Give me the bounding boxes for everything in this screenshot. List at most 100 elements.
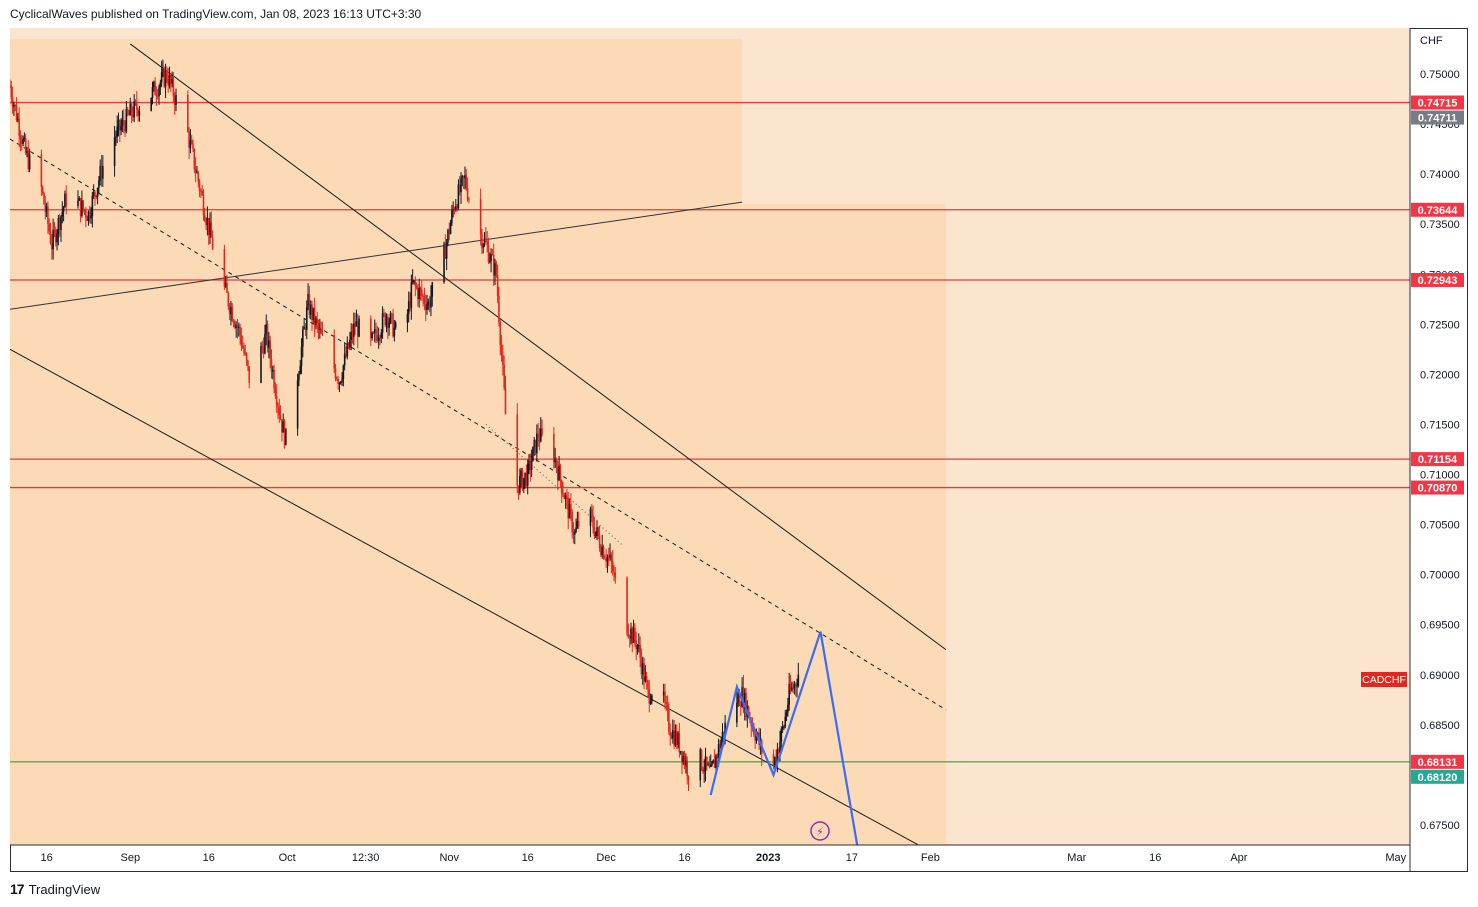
candle-body: [559, 465, 562, 481]
candle-body: [504, 387, 507, 415]
candle-body: [602, 546, 605, 559]
candle-body: [649, 701, 652, 704]
candle-body: [339, 381, 342, 383]
candle-body: [410, 282, 413, 309]
candle-body: [418, 288, 420, 299]
candle-body: [304, 326, 307, 330]
candle-body: [594, 531, 597, 537]
candle-body: [723, 731, 725, 737]
candle-body: [606, 556, 609, 562]
candle-body: [773, 757, 776, 766]
candle-body: [570, 503, 572, 512]
candle-body: [243, 347, 245, 354]
zone-layer: [10, 38, 947, 845]
candle-body: [57, 218, 60, 234]
candle-body: [563, 495, 566, 500]
candle-body: [592, 515, 594, 528]
candle-body: [443, 243, 445, 283]
candle-body: [792, 687, 794, 689]
candle-body: [779, 741, 781, 753]
candle-body: [590, 508, 593, 516]
candle-body: [383, 312, 385, 314]
candle-body: [343, 353, 346, 366]
candle-body: [449, 223, 452, 234]
candle-body: [162, 69, 164, 73]
y-tick-label: 0.74000: [1420, 169, 1460, 181]
candle-body: [490, 254, 492, 261]
candle-body: [96, 187, 99, 198]
candle-body: [427, 301, 430, 305]
candle-body: [121, 119, 124, 126]
candle-body: [201, 190, 203, 195]
svg-text:CADCHF: CADCHF: [1362, 674, 1406, 686]
x-tick-label: 16: [40, 852, 52, 864]
candle-body: [285, 428, 287, 446]
candle-body: [414, 280, 417, 286]
x-tick-label: Nov: [439, 852, 459, 864]
candle-body: [454, 206, 457, 211]
candle-body: [452, 209, 454, 211]
candle-body: [345, 353, 347, 357]
candle-body: [686, 760, 688, 776]
x-tick-label: 16: [522, 852, 534, 864]
candle-body: [240, 335, 243, 346]
projection-path: [709, 631, 859, 845]
candle-body: [371, 332, 373, 339]
candle-body: [428, 301, 431, 308]
candle-body: [274, 388, 277, 396]
candle-body: [132, 115, 134, 118]
price-tag: 0.70870: [1411, 480, 1464, 495]
candle-body: [772, 754, 775, 766]
candle-body: [560, 480, 563, 494]
candle-body: [87, 211, 90, 221]
y-tick-label: 0.70000: [1420, 570, 1460, 582]
candle-body: [745, 692, 747, 718]
candle-body: [456, 206, 458, 209]
candle-body: [747, 706, 750, 718]
candle-body: [753, 726, 755, 735]
svg-text:0.71154: 0.71154: [1418, 454, 1458, 466]
candle-body: [241, 345, 244, 348]
channel-lower-line: [10, 348, 920, 845]
candle-body: [409, 301, 411, 309]
candle-body: [282, 421, 285, 433]
candle-body: [555, 458, 558, 468]
candle-body: [554, 458, 556, 463]
candle-body: [207, 217, 210, 235]
candle-body: [275, 395, 278, 406]
x-tick-label: Dec: [596, 852, 616, 864]
candle-body: [296, 380, 299, 429]
projection-layer: ⚡: [709, 631, 859, 845]
candle-body: [231, 307, 234, 321]
candle-body: [631, 628, 634, 643]
candle-body: [635, 640, 638, 650]
candle-body: [645, 676, 648, 682]
candle-body: [491, 254, 494, 256]
price-tag: 0.72943: [1411, 272, 1464, 287]
candle-body: [350, 331, 353, 340]
candle-body: [721, 731, 724, 741]
candle-body: [675, 731, 678, 746]
candle-body: [700, 749, 703, 769]
channel-median-line: [10, 138, 947, 711]
candle-body: [706, 756, 708, 766]
candle-body: [421, 290, 423, 296]
candle-body: [572, 532, 575, 535]
candle-body: [573, 531, 576, 535]
candle-body: [673, 729, 675, 746]
candle-body: [530, 461, 533, 470]
candle-body: [496, 275, 499, 296]
candle-body: [305, 307, 308, 330]
candle-body: [781, 726, 784, 729]
candle-body: [129, 103, 132, 116]
candle-body: [575, 527, 577, 532]
candle-body: [175, 94, 177, 105]
candle-body: [113, 137, 116, 167]
candle-body: [278, 407, 281, 416]
candle-body: [189, 140, 192, 148]
candle-body: [377, 337, 380, 341]
candle-body: [11, 97, 14, 107]
candle-body: [41, 186, 44, 193]
y-tick-label: 0.75000: [1420, 69, 1460, 81]
